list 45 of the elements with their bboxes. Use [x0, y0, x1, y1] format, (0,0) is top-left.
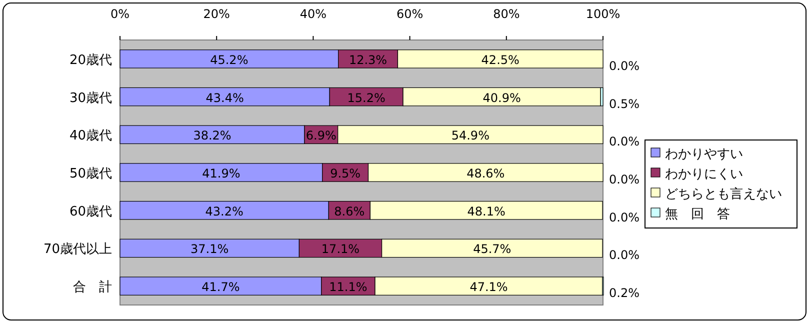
data-label: 43.4%: [206, 90, 244, 105]
legend-label: わかりにくい: [665, 167, 743, 182]
data-label: 12.3%: [348, 52, 388, 67]
x-tick-label: 80%: [493, 7, 520, 21]
data-label: 48.6%: [466, 166, 505, 180]
data-label: 11.1%: [329, 280, 368, 294]
legend-label: わかりやすい: [665, 147, 743, 162]
data-label: 0.0%: [609, 58, 640, 73]
y-tick-label: 60歳代: [69, 204, 112, 220]
y-tick-label: 50歳代: [69, 166, 112, 182]
y-tick-label: 20歳代: [69, 52, 112, 68]
data-label: 40.9%: [482, 90, 521, 105]
data-label: 0.0%: [609, 134, 640, 149]
data-label: 54.9%: [451, 128, 490, 143]
x-tick-label: 60%: [396, 7, 424, 21]
x-tick-label: 100%: [586, 7, 620, 21]
data-label: 48.1%: [467, 204, 506, 218]
data-label: 37.1%: [190, 242, 229, 256]
data-label: 0.5%: [609, 96, 640, 111]
x-tick-label: 20%: [203, 7, 230, 21]
x-tick-label: 0%: [110, 7, 130, 21]
y-tick-label: 合 計: [73, 280, 112, 296]
data-label: 0.0%: [609, 172, 640, 186]
data-label: 47.1%: [470, 280, 508, 294]
data-label: 43.2%: [205, 204, 244, 218]
data-label: 15.2%: [347, 90, 386, 105]
y-tick-label: 30歳代: [69, 90, 112, 106]
data-label: 0.0%: [609, 210, 640, 224]
data-label: 6.9%: [306, 128, 336, 143]
data-label: 45.2%: [210, 52, 248, 67]
y-tick-label: 70歳代以上: [43, 242, 112, 258]
data-label: 41.9%: [202, 166, 240, 180]
data-label: 41.7%: [202, 280, 240, 294]
data-label: 38.2%: [193, 128, 232, 143]
data-label: 42.5%: [481, 52, 520, 67]
legend-label: 無 回 答: [665, 207, 730, 222]
data-label: 8.6%: [334, 204, 365, 218]
legend-label: どちらとも言えない: [665, 186, 782, 202]
data-label: 45.7%: [473, 242, 512, 256]
data-label: 0.0%: [609, 248, 640, 262]
x-tick-label: 40%: [300, 7, 327, 21]
y-tick-label: 40歳代: [69, 128, 112, 144]
data-label: 0.2%: [609, 286, 640, 300]
data-label: 17.1%: [321, 242, 360, 256]
data-label: 9.5%: [330, 166, 361, 180]
